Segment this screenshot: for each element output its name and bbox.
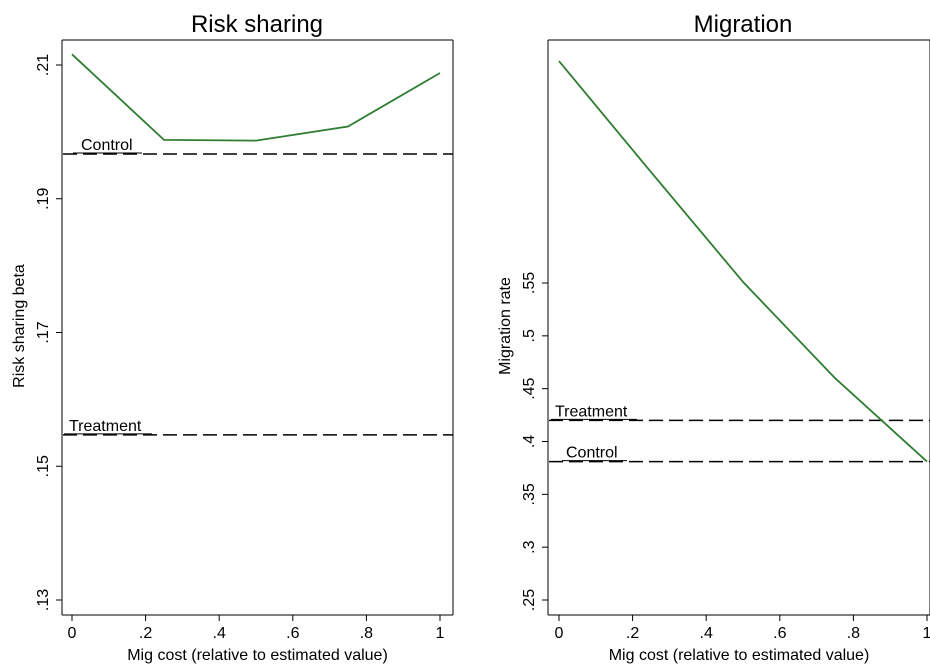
y-tick-label: .5: [521, 329, 538, 342]
y-tick-label: .15: [35, 455, 52, 477]
y-tick-label: .19: [35, 188, 52, 210]
y-tick-label: .3: [521, 540, 538, 553]
panel-risk-sharing: Risk sharing .13 .15 .17 .19 .21 0 .2 .4 .6 .8 1 Mig…: [11, 11, 454, 664]
x-tick-label: .8: [360, 625, 373, 642]
x-tick-label: .4: [213, 625, 226, 642]
y-tick-label: .17: [35, 321, 52, 343]
y-axis-label: Migration rate: [497, 277, 514, 375]
x-tick-label: .6: [773, 625, 786, 642]
reference-label-treatment: Treatment: [69, 418, 142, 435]
x-axis-label: Mig cost (relative to estimated value): [127, 647, 388, 664]
x-tick-label: 1: [436, 625, 445, 642]
y-tick-label: .25: [521, 589, 538, 611]
chart-title: Migration: [694, 11, 793, 38]
x-tick-label: .4: [700, 625, 713, 642]
reference-label-treatment: Treatment: [555, 403, 628, 420]
y-tick-label: .13: [35, 589, 52, 611]
y-tick-label: .35: [521, 483, 538, 505]
reference-label-control: Control: [81, 137, 133, 154]
x-tick-label: 0: [555, 625, 564, 642]
x-tick-label: .2: [139, 625, 152, 642]
series-line: [71, 53, 441, 142]
y-axis-label: Risk sharing beta: [11, 264, 28, 388]
y-tick-label: .4: [521, 435, 538, 448]
panel-migration: Migration .25 .3 .35 .4 .45 .5 .55 0 .2 .4 .6 .8 1 Mig…: [497, 11, 930, 664]
x-tick-label: .2: [626, 625, 639, 642]
x-tick-label: 1: [923, 625, 930, 642]
y-tick-label: .45: [521, 377, 538, 399]
y-tick-label: .21: [35, 54, 52, 76]
x-axis-label: Mig cost (relative to estimated value): [609, 647, 870, 664]
chart-title: Risk sharing: [191, 11, 323, 38]
x-tick-label: .6: [286, 625, 299, 642]
x-tick-label: .8: [847, 625, 860, 642]
x-tick-label: 0: [68, 625, 77, 642]
y-tick-label: .55: [521, 272, 538, 294]
series-line: [558, 60, 928, 463]
reference-label-control: Control: [566, 445, 618, 462]
